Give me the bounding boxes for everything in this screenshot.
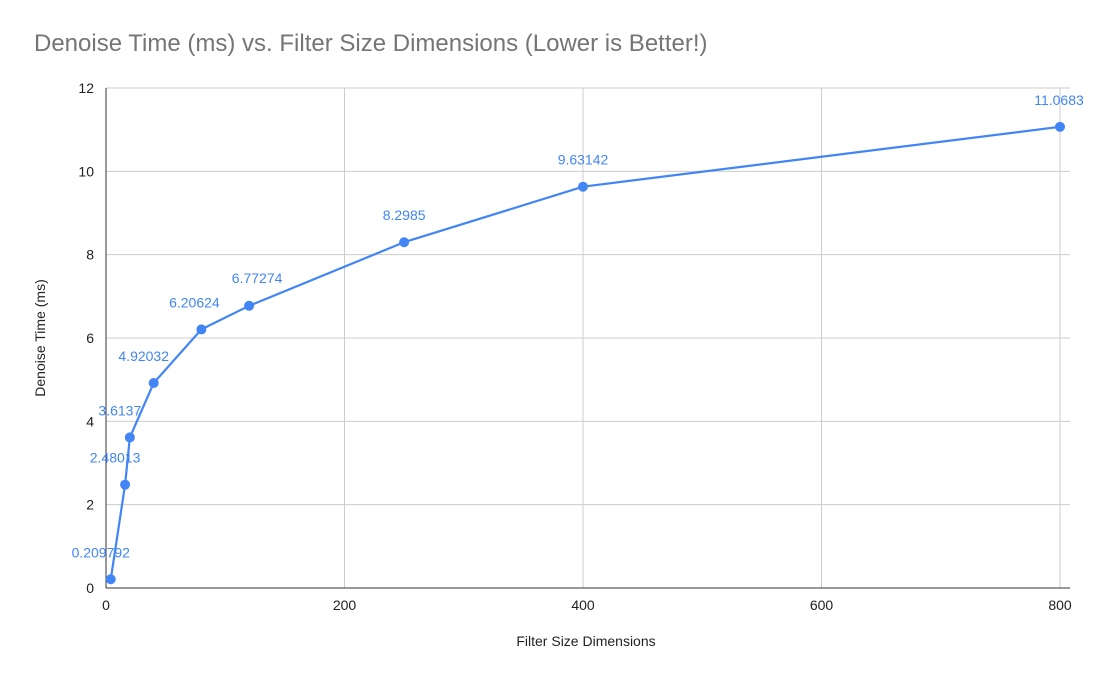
data-label: 6.77274 (232, 270, 283, 286)
data-label: 2.48013 (90, 450, 141, 466)
data-point[interactable] (399, 237, 410, 248)
tick-labels: 0 2 4 6 8 10 12 0 200 400 600 800 (78, 80, 1071, 613)
data-point[interactable] (124, 432, 135, 443)
x-axis-title: Filter Size Dimensions (516, 633, 655, 649)
series (105, 121, 1065, 585)
gridlines (106, 87, 1070, 588)
data-point[interactable] (120, 479, 131, 490)
data-point[interactable] (196, 324, 207, 335)
data-label: 11.0683 (1034, 92, 1084, 108)
data-label: 8.2985 (383, 207, 426, 223)
data-point[interactable] (578, 181, 588, 192)
chart-title: Denoise Time (ms) vs. Filter Size Dimens… (34, 30, 708, 57)
y-tick-label: 2 (86, 497, 94, 513)
data-label: 4.92032 (118, 348, 169, 364)
data-labels: 0.209792 2.48013 3.6137 4.92032 6.20624 6.772… (72, 92, 1084, 560)
x-tick-label: 600 (810, 597, 834, 613)
y-tick-label: 8 (86, 247, 94, 263)
y-tick-label: 6 (86, 330, 94, 346)
data-point[interactable] (148, 377, 159, 388)
x-tick-label: 0 (102, 597, 110, 613)
data-label: 9.63142 (558, 152, 609, 168)
data-label: 3.6137 (98, 402, 141, 418)
data-label: 0.209792 (72, 544, 131, 560)
data-point[interactable] (1055, 121, 1065, 132)
x-tick-label: 200 (333, 597, 357, 613)
y-tick-label: 4 (86, 413, 94, 429)
y-tick-label: 10 (78, 163, 94, 179)
data-label: 6.20624 (169, 294, 220, 310)
data-point[interactable] (244, 300, 255, 311)
y-tick-label: 12 (78, 80, 94, 96)
x-tick-label: 400 (571, 597, 595, 613)
series-line (109, 125, 1062, 581)
y-tick-label: 0 (86, 580, 94, 596)
y-axis-title: Denoise Time (ms) (32, 279, 48, 396)
axes (105, 88, 1070, 589)
x-tick-label: 800 (1048, 597, 1072, 613)
data-point[interactable] (105, 574, 116, 585)
